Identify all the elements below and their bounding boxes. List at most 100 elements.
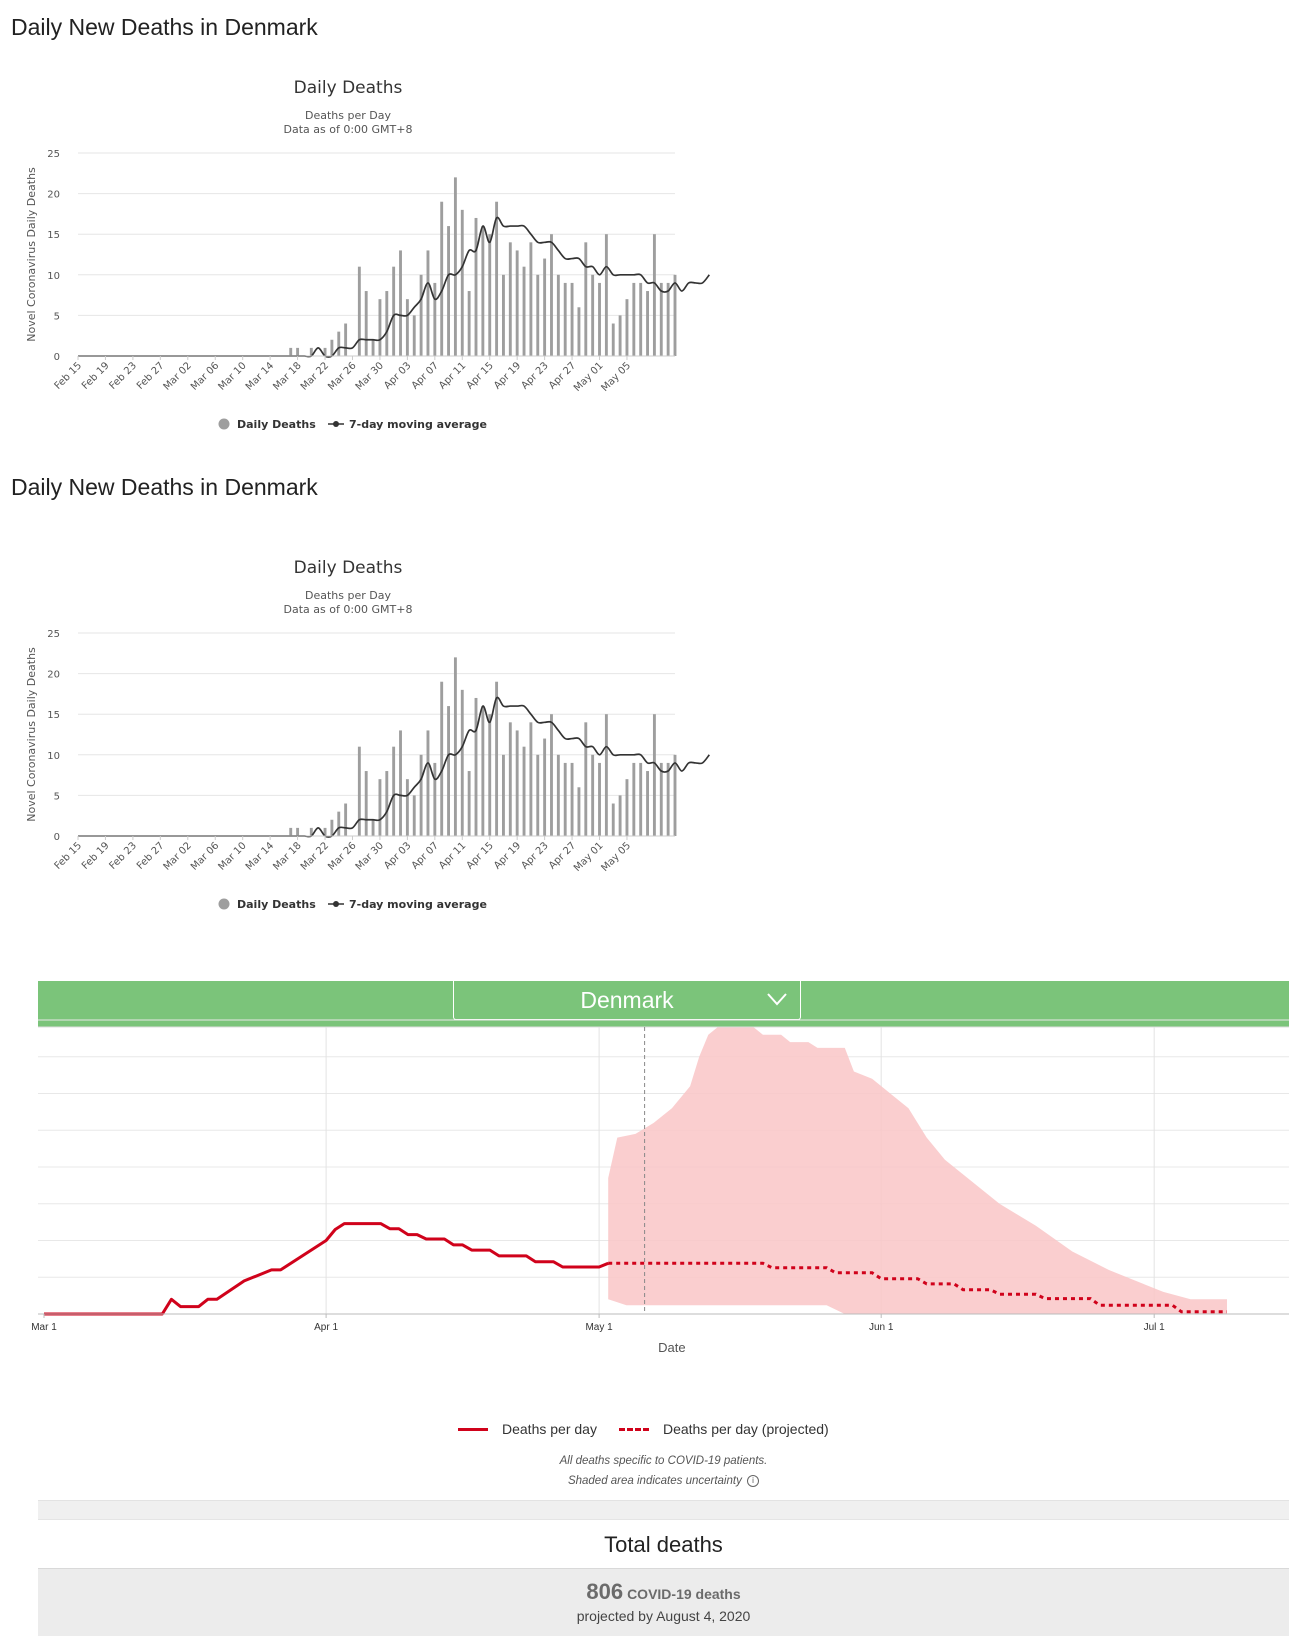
bar-daily-deaths (598, 762, 601, 836)
y-tick-label: 20 (47, 190, 60, 201)
x-tick-label: Mar 26 (326, 360, 358, 392)
bar-daily-deaths (399, 250, 402, 356)
bar-daily-deaths (508, 722, 512, 836)
bar-daily-deaths (502, 274, 505, 356)
bar-daily-deaths (385, 771, 389, 836)
x-tick-label: Mar 1 (31, 1322, 57, 1333)
bar-daily-deaths (584, 242, 588, 356)
total-deaths-heading: Total deaths (38, 1519, 1289, 1570)
bar-daily-deaths (405, 299, 409, 356)
legend-bar-marker (218, 418, 230, 430)
legend-bar-label: Daily Deaths (237, 898, 316, 911)
bar-daily-deaths (536, 274, 540, 356)
x-tick-label: Apr 03 (382, 840, 413, 871)
bar-daily-deaths (639, 282, 643, 356)
bar-daily-deaths (399, 730, 402, 836)
bar-daily-deaths (598, 282, 601, 356)
bar-daily-deaths (618, 315, 622, 356)
x-axis-title: Date (658, 1340, 685, 1355)
y-tick-label: 25 (47, 149, 60, 160)
bar-daily-deaths (591, 274, 595, 356)
x-tick-label: Mar 02 (162, 360, 194, 392)
bar-daily-deaths (652, 234, 656, 356)
x-tick-label: Mar 26 (326, 840, 358, 872)
chart-title: Daily Deaths (294, 78, 403, 98)
bar-daily-deaths (296, 347, 300, 356)
bar-daily-deaths (556, 274, 560, 356)
bar-daily-deaths (591, 754, 595, 836)
bar-daily-deaths (330, 339, 334, 356)
total-deaths-line: 806 COVID-19 deaths (38, 1579, 1289, 1605)
x-tick-label: Apr 07 (410, 840, 441, 871)
bar-daily-deaths (611, 803, 615, 836)
bar-daily-deaths (522, 746, 526, 836)
x-tick-label: Feb 23 (107, 360, 139, 392)
bar-daily-deaths (337, 811, 341, 836)
bar-daily-deaths (529, 242, 533, 356)
total-deaths-subtext: projected by August 4, 2020 (576, 1608, 751, 1624)
bar-daily-deaths (453, 177, 457, 356)
bar-daily-deaths (289, 347, 293, 356)
section-title-top: Daily New Deaths in Denmark (11, 14, 318, 40)
section-title-bottom: Daily New Deaths in Denmark (11, 474, 318, 500)
bar-daily-deaths (426, 250, 430, 356)
x-tick-label: Mar 18 (271, 360, 303, 392)
bar-daily-deaths (447, 226, 450, 356)
bar-daily-deaths (323, 347, 327, 356)
bar-daily-deaths (419, 274, 423, 356)
ihme-deaths-chart: Mar 1 Apr 1 May 1 Jun 1 Jul 1 Date (31, 1019, 1289, 1355)
bar-daily-deaths (405, 779, 409, 836)
x-tick-label: Apr 03 (382, 360, 413, 391)
bar-daily-deaths (666, 762, 670, 836)
x-tick-label: Mar 10 (216, 360, 248, 392)
bar-daily-deaths (488, 714, 492, 836)
bar-daily-deaths (371, 339, 375, 356)
bar-daily-deaths (419, 754, 423, 836)
bar-daily-deaths (563, 282, 567, 356)
bar-daily-deaths (563, 762, 567, 836)
bar-daily-deaths (502, 754, 505, 836)
y-tick-label: 15 (47, 230, 60, 241)
bar-daily-deaths (460, 689, 464, 836)
bar-daily-deaths (556, 754, 560, 836)
bar-daily-deaths (550, 714, 553, 836)
bar-daily-deaths (364, 771, 368, 836)
bar-daily-deaths (570, 762, 574, 836)
bar-daily-deaths (440, 201, 444, 356)
x-tick-label: Mar 18 (271, 840, 303, 872)
y-tick-label: 5 (54, 791, 60, 802)
x-tick-label: Apr 15 (465, 840, 496, 871)
info-icon[interactable]: i (747, 1475, 760, 1487)
bar-daily-deaths (467, 771, 471, 836)
ihme-note-deaths: All deaths specific to COVID-19 patients… (559, 1455, 768, 1467)
total-deaths-box: 806 COVID-19 deaths projected by August 4… (38, 1568, 1289, 1636)
country-select[interactable]: Denmark (453, 981, 801, 1020)
section-divider (38, 1500, 1289, 1520)
x-tick-label: May 05 (599, 360, 633, 394)
x-tick-label: Apr 15 (465, 360, 496, 391)
x-tick-label: Mar 30 (354, 840, 386, 872)
bar-daily-deaths (364, 291, 368, 356)
bar-daily-deaths (536, 754, 540, 836)
x-tick-label: Mar 06 (189, 840, 221, 872)
x-tick-label: Apr 11 (437, 360, 468, 391)
bar-daily-deaths (646, 771, 649, 836)
bar-daily-deaths (467, 291, 471, 356)
bar-daily-deaths (550, 234, 553, 356)
x-tick-label: Feb 27 (135, 840, 167, 872)
bar-daily-deaths (440, 681, 444, 836)
bar-daily-deaths (323, 827, 327, 836)
legend-line-label: 7-day moving average (349, 898, 487, 911)
x-tick-label: Feb 15 (53, 840, 85, 872)
x-tick-label: Mar 06 (189, 360, 221, 392)
y-axis-label: Novel Coronavirus Daily Deaths (25, 167, 38, 342)
x-tick-label: Apr 07 (410, 360, 441, 391)
bar-daily-deaths (570, 282, 574, 356)
bar-daily-deaths (611, 323, 615, 356)
ihme-note-uncertainty: Shaded area indicates uncertainty i (38, 1475, 1289, 1487)
bar-daily-deaths (289, 827, 293, 836)
bar-daily-deaths (460, 209, 464, 356)
bar-daily-deaths (357, 746, 361, 836)
x-tick-label: Apr 1 (314, 1322, 338, 1333)
